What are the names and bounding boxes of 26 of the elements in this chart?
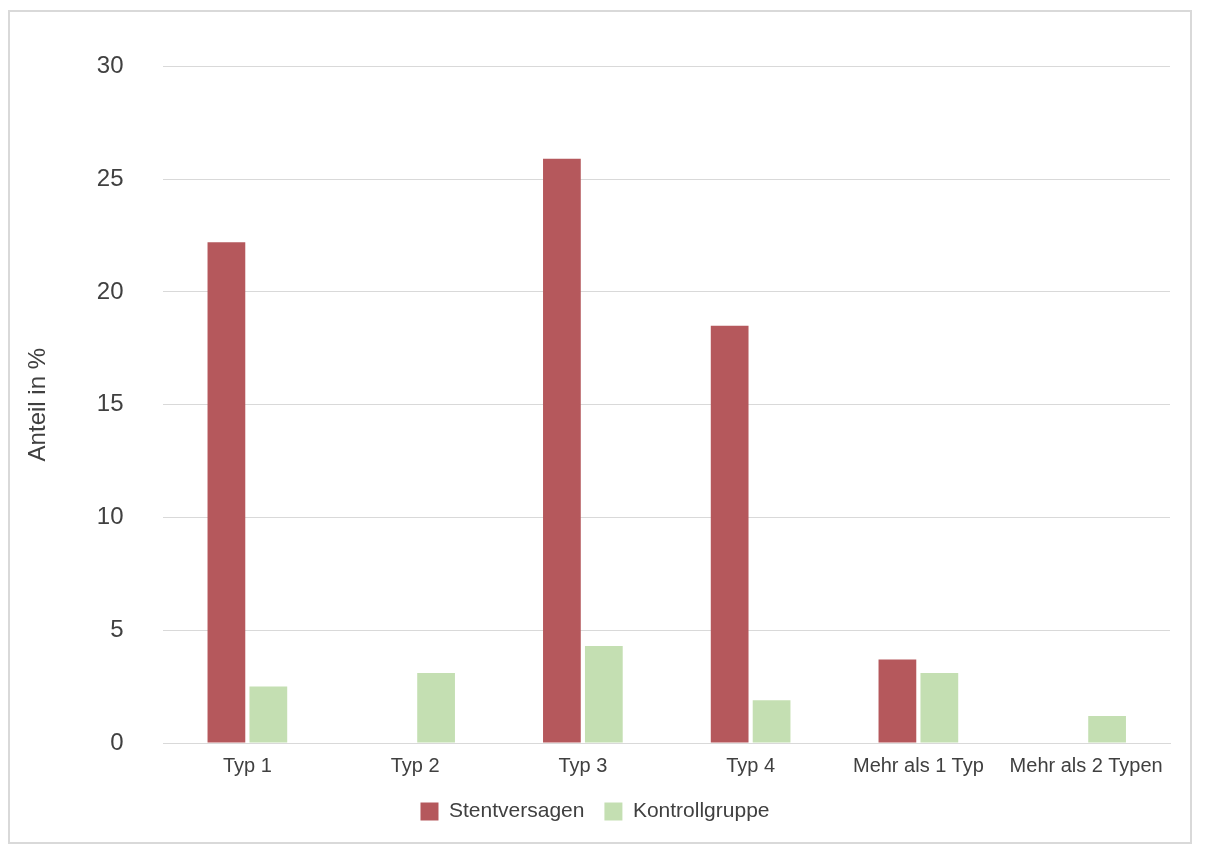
bar [417,673,455,743]
bar [752,700,791,743]
y-tick-label: 15 [96,389,124,417]
bar [584,646,623,743]
y-tick-label: 0 [110,727,124,755]
bar [710,325,749,743]
y-tick-label: 10 [96,502,124,530]
bar [249,686,288,743]
x-tick-label: Mehr als 2 Typen [1009,753,1163,776]
legend-label: Kontrollgruppe [632,798,770,822]
bar [920,673,959,743]
bar [878,659,917,743]
y-axis-title: Anteil in % [23,348,51,462]
x-tick-label: Typ 1 [222,753,272,776]
x-tick-label: Typ 3 [558,753,608,776]
x-tick-label: Typ 4 [726,753,776,776]
bar [543,158,581,743]
x-tick-label: Typ 2 [390,753,440,776]
legend-label: Stentversagen [448,798,585,822]
bar [1088,715,1126,743]
y-tick-label: 25 [96,163,124,191]
bar [207,242,246,743]
y-tick-label: 20 [96,276,124,304]
y-tick-label: 30 [96,51,124,79]
y-tick-label: 5 [110,614,124,642]
x-tick-label: Mehr als 1 Typ [852,753,984,776]
